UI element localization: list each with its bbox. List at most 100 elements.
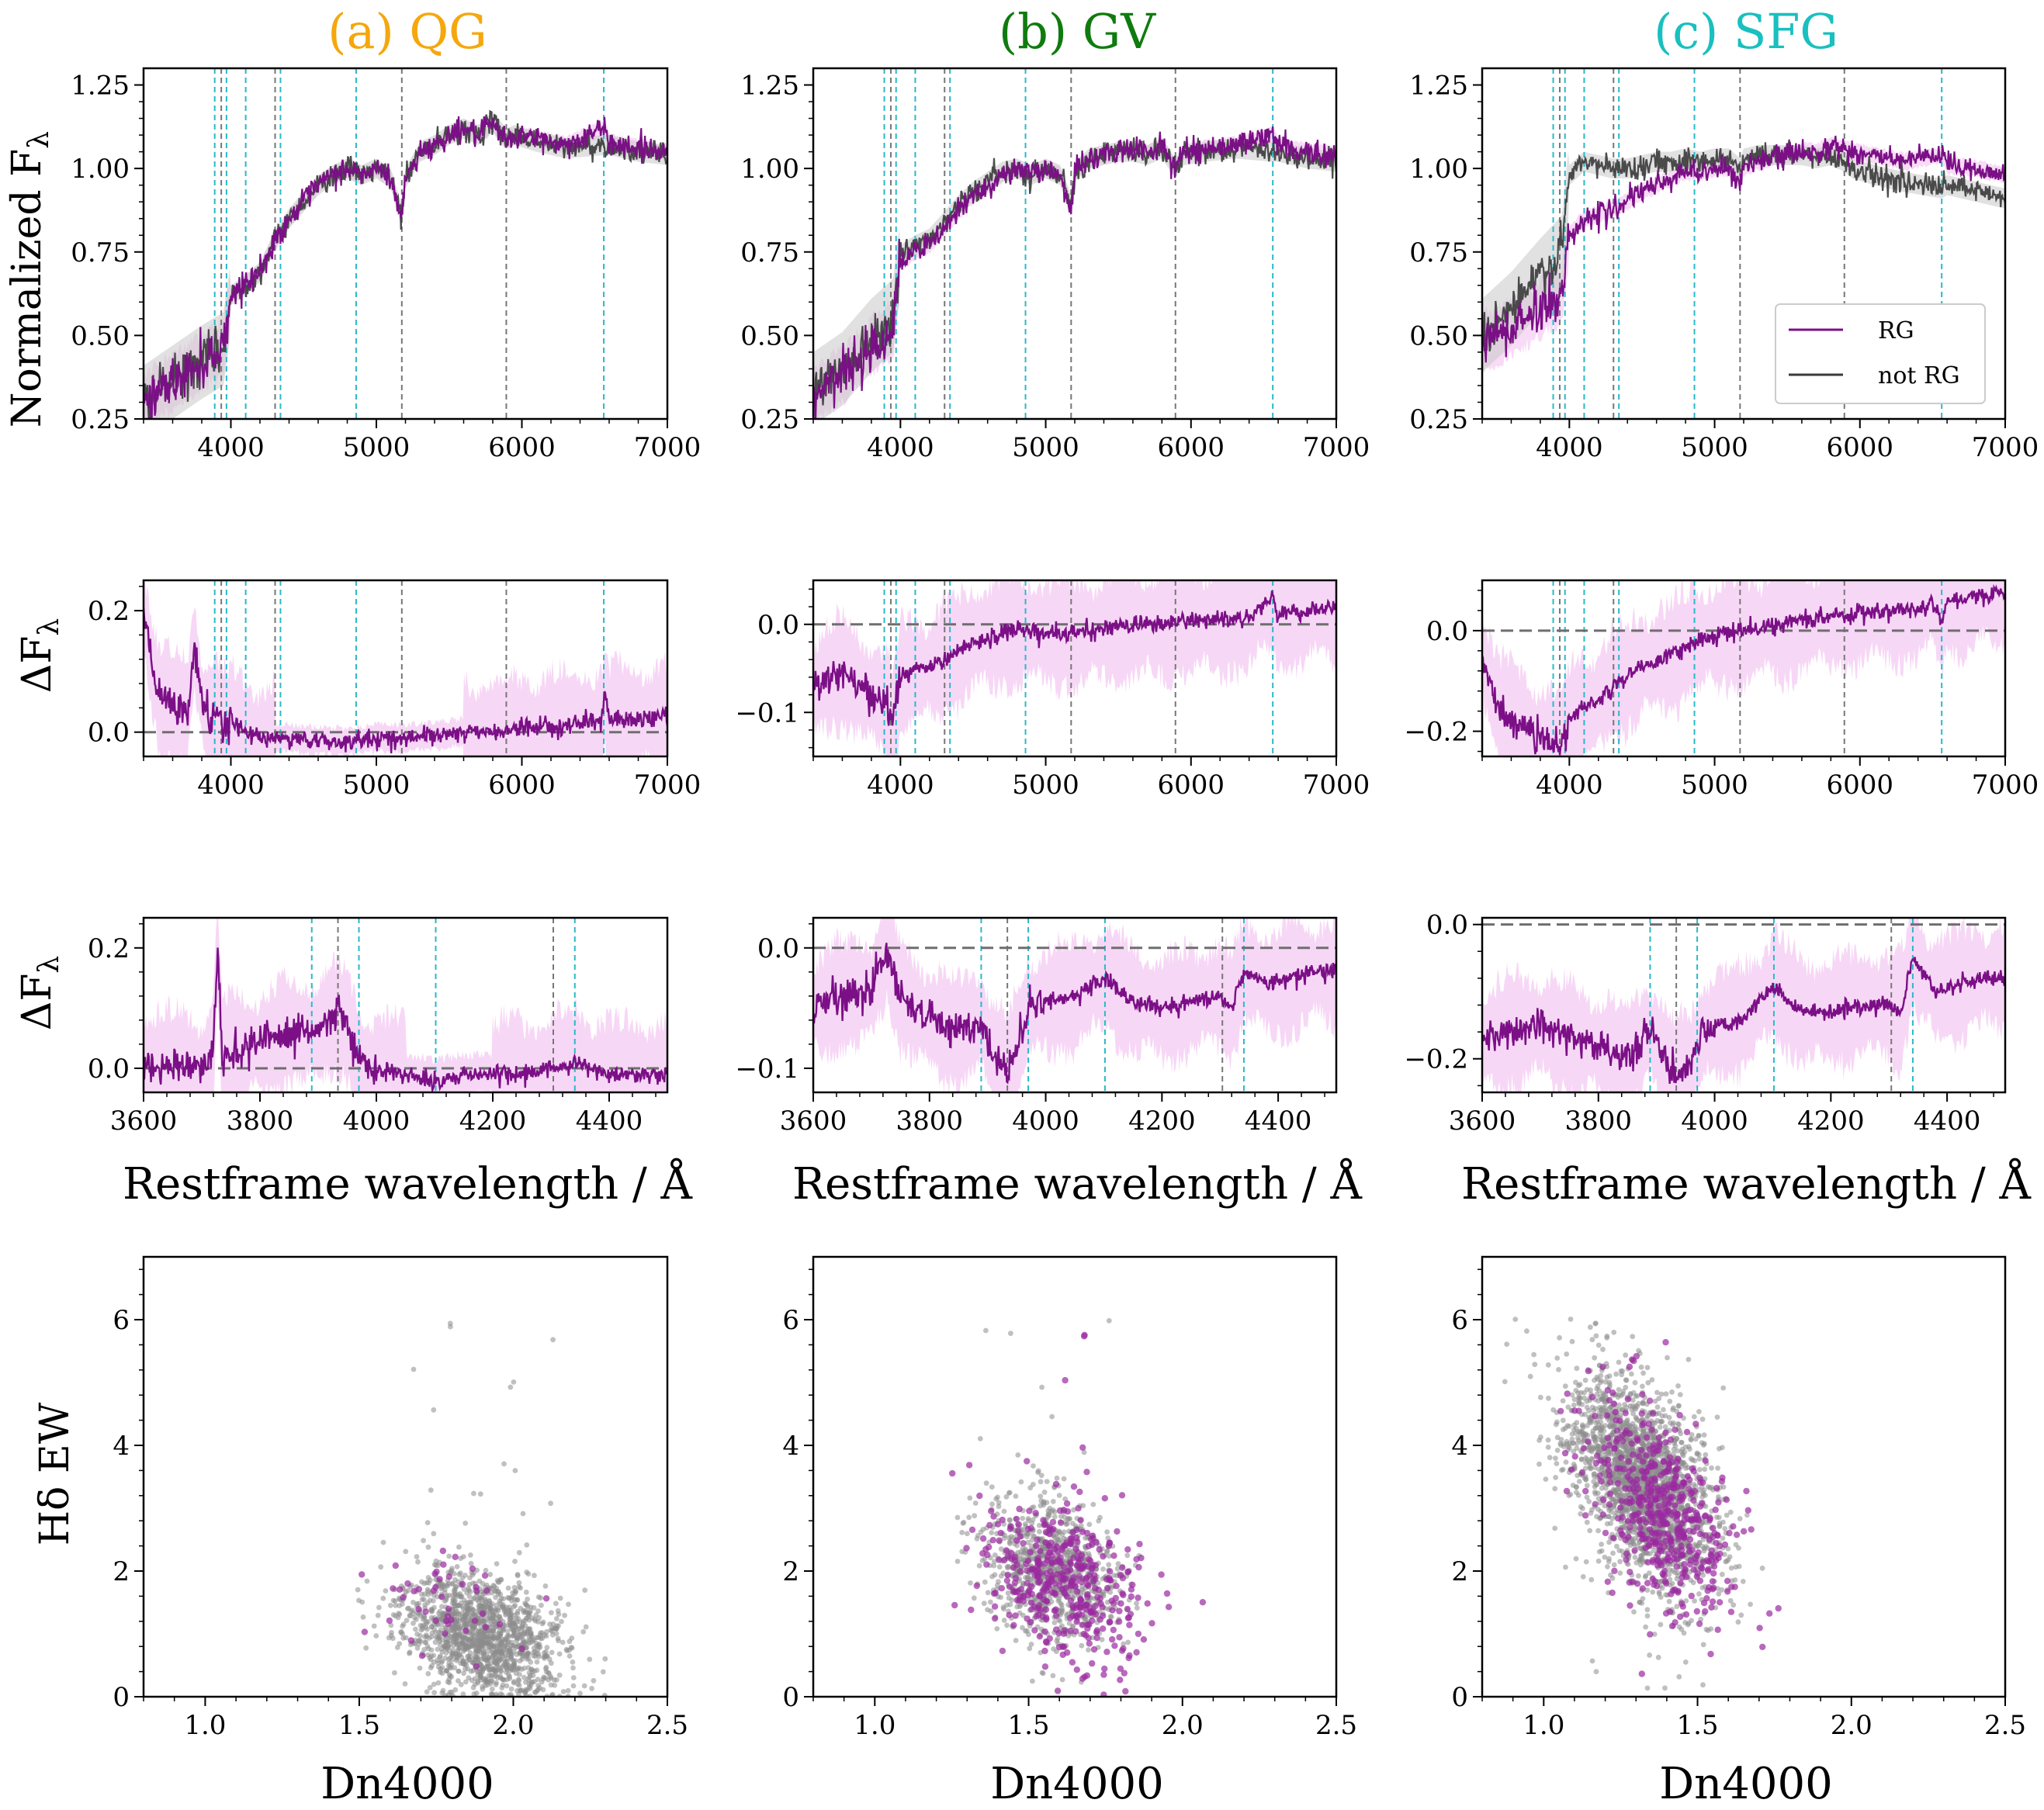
x-tick-label: 5000 (343, 770, 411, 801)
scatter-point-not-rg (1531, 1351, 1536, 1358)
scatter-point-not-rg (555, 1608, 561, 1614)
scatter-point-not-rg (516, 1625, 522, 1632)
scatter-point-not-rg (1606, 1373, 1613, 1379)
plot-area (144, 68, 667, 419)
scatter-point-rg (1064, 1649, 1071, 1656)
scatter-point-not-rg (1652, 1398, 1658, 1404)
scatter-point-not-rg (431, 1681, 437, 1687)
scatter-point-not-rg (425, 1544, 431, 1550)
scatter-point-rg (1086, 1640, 1093, 1647)
scatter-point-not-rg (563, 1646, 570, 1653)
scatter-point-not-rg (998, 1573, 1004, 1579)
scatter-point-not-rg (580, 1628, 587, 1635)
scatter-point-rg (1110, 1552, 1117, 1559)
scatter-point-not-rg (548, 1660, 554, 1666)
scatter-point-not-rg (1554, 1355, 1561, 1361)
scatter-point-not-rg (1065, 1632, 1072, 1639)
scatter-point-not-rg (472, 1653, 478, 1659)
scatter-point-rg (1041, 1663, 1049, 1670)
scatter-point-not-rg (488, 1673, 494, 1679)
scatter-point-not-rg (1039, 1670, 1045, 1676)
scatter-point-not-rg (570, 1675, 577, 1680)
scatter-point-rg (1041, 1560, 1048, 1567)
scatter-point-not-rg (566, 1653, 573, 1659)
scatter-point-not-rg (458, 1594, 464, 1600)
scatter-point-not-rg (400, 1621, 407, 1628)
scatter-point-not-rg (1058, 1514, 1064, 1519)
uncertainty-band (144, 918, 667, 1092)
scatter-point-rg (1128, 1593, 1135, 1601)
scatter-point-not-rg (544, 1645, 550, 1650)
scatter-point-not-rg (577, 1691, 583, 1697)
scatter-point-not-rg (1105, 1535, 1111, 1541)
scatter-point-rg (462, 1627, 469, 1635)
scatter-point-rg (1015, 1521, 1023, 1528)
scatter-point-not-rg (995, 1494, 1000, 1500)
scatter-point-not-rg (470, 1608, 476, 1614)
scatter-point-not-rg (1640, 1383, 1645, 1390)
scatter-point-not-rg (480, 1580, 486, 1587)
scatter-point-not-rg (983, 1480, 989, 1486)
scatter-point-not-rg (1727, 1597, 1734, 1604)
scatter-point-rg (1140, 1636, 1148, 1643)
uncertainty-band (813, 580, 1336, 756)
scatter-point-not-rg (1663, 1391, 1669, 1397)
scatter-point-rg (1090, 1535, 1096, 1542)
scatter-point-not-rg (601, 1692, 608, 1697)
scatter-point-not-rg (1631, 1609, 1637, 1615)
scatter-point-rg (1039, 1613, 1047, 1620)
scatter-point-not-rg (497, 1631, 504, 1636)
scatter-point-not-rg (467, 1552, 473, 1558)
scatter-point-rg (1042, 1638, 1050, 1646)
scatter-point-not-rg (431, 1690, 437, 1696)
x-tick-label: 6000 (488, 770, 556, 801)
scatter-point-not-rg (1696, 1456, 1703, 1462)
scatter-point-rg (1117, 1572, 1124, 1579)
y-tick-label: 0.25 (740, 404, 799, 435)
scatter-point-not-rg (398, 1629, 404, 1635)
scatter-point-not-rg (1682, 1620, 1689, 1625)
scatter-point-rg (1077, 1597, 1085, 1604)
scatter-point-rg (999, 1516, 1006, 1524)
panel-gv-scatter: 1.0 1.5 2.0 2.5 0 2 4 6 (782, 1255, 1357, 1741)
scatter-point-not-rg (587, 1656, 593, 1663)
scatter-point-not-rg (517, 1658, 523, 1664)
scatter-point-rg (1090, 1646, 1098, 1653)
scatter-point-rg (990, 1513, 997, 1520)
scatter-point-not-rg (1623, 1384, 1629, 1390)
scatter-point-not-rg (454, 1635, 460, 1640)
scatter-point-not-rg (989, 1573, 995, 1580)
x-tick-label: 7000 (1303, 770, 1370, 801)
scatter-point-not-rg (529, 1669, 535, 1675)
scatter-point-not-rg (1623, 1352, 1629, 1358)
scatter-point-rg (452, 1553, 459, 1561)
scatter-point-not-rg (531, 1604, 537, 1611)
scatter-point-not-rg (516, 1549, 522, 1556)
scatter-point-not-rg (421, 1538, 426, 1544)
scatter-point-not-rg (1683, 1598, 1689, 1604)
not-rg-band (144, 111, 667, 419)
scatter-point-not-rg (1044, 1500, 1050, 1505)
scatter-point-rg (415, 1605, 422, 1613)
x-tick-label: 7000 (1303, 432, 1370, 463)
scatter-point-rg (1037, 1548, 1044, 1555)
scatter-point-rg (986, 1543, 993, 1551)
scatter-point-not-rg (1020, 1625, 1025, 1631)
rg-spectrum-line (813, 943, 1336, 1085)
scatter-point-rg (1054, 1687, 1062, 1694)
scatter-point-not-rg (532, 1679, 537, 1684)
scatter-point-not-rg (548, 1682, 554, 1688)
scatter-point-rg (997, 1529, 1004, 1537)
y-tick-label: 0.50 (740, 320, 799, 351)
scatter-point-not-rg (470, 1612, 476, 1618)
scatter-point-not-rg (1004, 1602, 1010, 1608)
scatter-point-not-rg (505, 1594, 511, 1601)
scatter-point-not-rg (495, 1663, 501, 1670)
panel-qg-zoom: 3600 3800 4000 4200 4400 0.0 0.2 (88, 916, 669, 1137)
scatter-point-not-rg (397, 1611, 403, 1618)
scatter-point-rg (1100, 1552, 1107, 1560)
scatter-point-not-rg (996, 1500, 1002, 1506)
scatter-point-not-rg (508, 1642, 514, 1648)
scatter-point-rg (1135, 1563, 1142, 1571)
scatter-point-not-rg (544, 1628, 549, 1635)
